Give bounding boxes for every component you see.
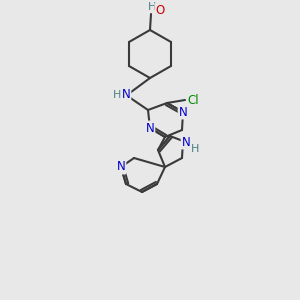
Text: N: N (146, 122, 154, 134)
Text: Cl: Cl (187, 94, 199, 106)
Text: N: N (122, 88, 130, 101)
Text: H: H (191, 144, 199, 154)
Text: H: H (148, 2, 156, 12)
Text: N: N (178, 106, 188, 118)
Text: N: N (117, 160, 125, 173)
Text: H: H (112, 90, 121, 100)
Text: N: N (182, 136, 190, 148)
Text: O: O (155, 4, 165, 16)
